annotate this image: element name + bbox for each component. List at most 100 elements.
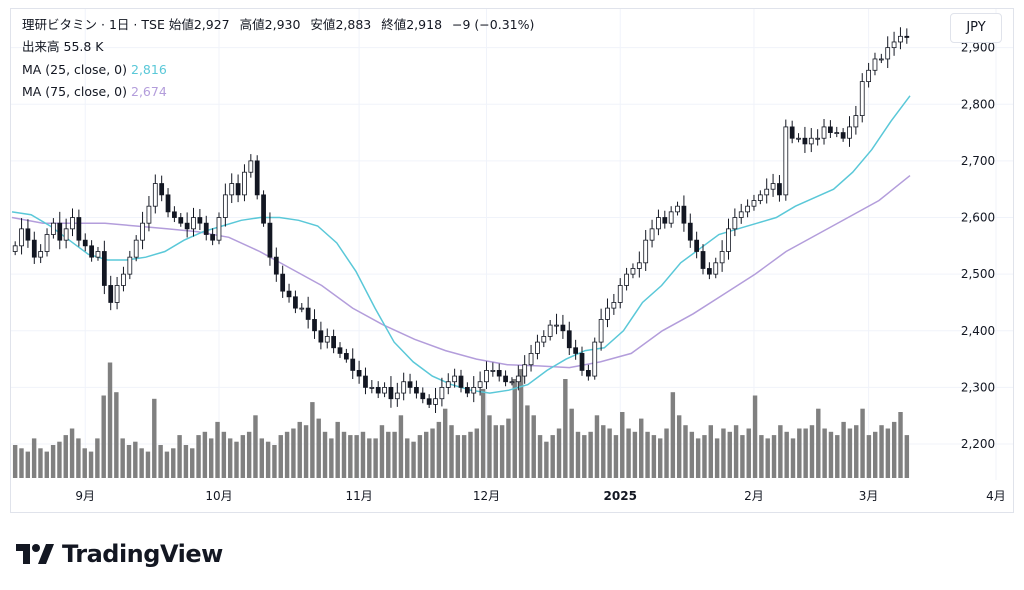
candle-body (719, 251, 725, 264)
candle-body (121, 273, 126, 286)
candle-body (101, 251, 107, 286)
legend-volume[interactable]: 出来高 55.8 K (22, 39, 104, 55)
ma75-line (11, 175, 911, 369)
tradingview-logo[interactable]: TradingView (16, 538, 223, 570)
volume-bar (695, 438, 701, 478)
candle-body (789, 126, 795, 139)
volume-bar (525, 405, 530, 478)
candle-body (834, 132, 840, 134)
volume-bar (550, 435, 555, 478)
volume-bar (601, 425, 606, 478)
volume-bar (455, 435, 461, 478)
x-axis-tick-label: 12月 (473, 489, 500, 503)
candle-body (388, 386, 394, 400)
close-value: 2,918 (406, 17, 443, 32)
candle-body (707, 268, 712, 275)
volume-bar (158, 445, 163, 478)
volume-bar (664, 428, 669, 478)
volume-bar (733, 425, 739, 478)
chart-frame[interactable] (10, 8, 1014, 513)
volume-bar (569, 408, 574, 478)
candle-body (528, 353, 534, 366)
volume-bar (544, 441, 549, 478)
candle-body (318, 330, 324, 343)
legend-ma75[interactable]: MA (75, close, 0) 2,674 (22, 84, 167, 100)
volume-bar (63, 435, 68, 478)
candle-body (57, 222, 63, 241)
candle-body (624, 273, 629, 286)
candle-body (184, 222, 190, 230)
candle-body (38, 251, 44, 258)
volume-bar (405, 438, 410, 478)
candle-body (420, 392, 426, 400)
candle-body (796, 137, 801, 140)
candle-body (248, 160, 254, 173)
volume-bar (582, 435, 587, 478)
candle-body (216, 217, 222, 241)
volume-bar (227, 438, 233, 478)
candle-body (675, 205, 680, 213)
currency-button[interactable]: JPY (950, 13, 1002, 43)
volume-bar (632, 431, 638, 478)
volume-bar (898, 412, 903, 478)
exchange-label: TSE (141, 17, 165, 32)
candle-body (904, 35, 910, 38)
candle-body (872, 58, 878, 71)
candle-body (261, 194, 266, 224)
volume-bar (828, 431, 834, 478)
candle-body (866, 69, 871, 83)
candle-body (464, 386, 470, 394)
candle-body (293, 296, 298, 309)
candle-body (63, 228, 69, 241)
y-axis-tick-label: 2,200 (961, 437, 995, 451)
candle-body (426, 398, 432, 405)
volume-bar (76, 438, 81, 478)
volume-bar (88, 451, 94, 478)
candle-body (356, 370, 362, 377)
candle-body (840, 132, 846, 139)
volume-bar (904, 435, 910, 478)
volume-bar (499, 425, 505, 478)
volume-bar (487, 415, 492, 478)
legend-ma25[interactable]: MA (25, close, 0) 2,816 (22, 62, 167, 78)
candle-body (191, 217, 196, 230)
candle-body (229, 183, 235, 196)
volume-bar (866, 435, 872, 478)
x-axis-tick-label: 3月 (859, 489, 879, 503)
volume-bar (841, 421, 846, 478)
volume-bar (607, 428, 612, 478)
candle-body (280, 273, 286, 292)
candle-body (407, 381, 413, 388)
candle-body (681, 205, 687, 224)
interval-label[interactable]: 1日 (108, 17, 130, 32)
volume-bar (82, 448, 87, 478)
candle-body (178, 217, 184, 224)
y-axis-tick-label: 2,900 (961, 41, 995, 55)
symbol-name[interactable]: 理研ビタミン (22, 17, 98, 32)
candle-body (25, 228, 31, 241)
candle-body (159, 183, 165, 196)
volume-bar (803, 428, 808, 478)
volume-bar (778, 425, 783, 478)
candle-body (382, 386, 387, 394)
candle-body (586, 370, 591, 377)
candle-body (299, 307, 305, 310)
tradingview-logo-icon (16, 544, 54, 564)
y-axis-tick-label: 2,300 (961, 380, 995, 394)
candle-body (471, 386, 477, 394)
volume-bar (31, 438, 37, 478)
candle-body (286, 290, 292, 298)
candle-body (783, 126, 789, 196)
candle-body (89, 245, 94, 258)
volume-bar (95, 438, 100, 478)
volume-bar (468, 431, 473, 478)
volume-bar (759, 435, 764, 478)
candle-body (808, 137, 814, 145)
volume-bar (171, 448, 176, 478)
volume-bar (177, 435, 182, 478)
candle-body (503, 375, 508, 383)
volume-bar (424, 431, 429, 478)
candle-body (452, 375, 458, 383)
volume-bar (860, 408, 865, 478)
